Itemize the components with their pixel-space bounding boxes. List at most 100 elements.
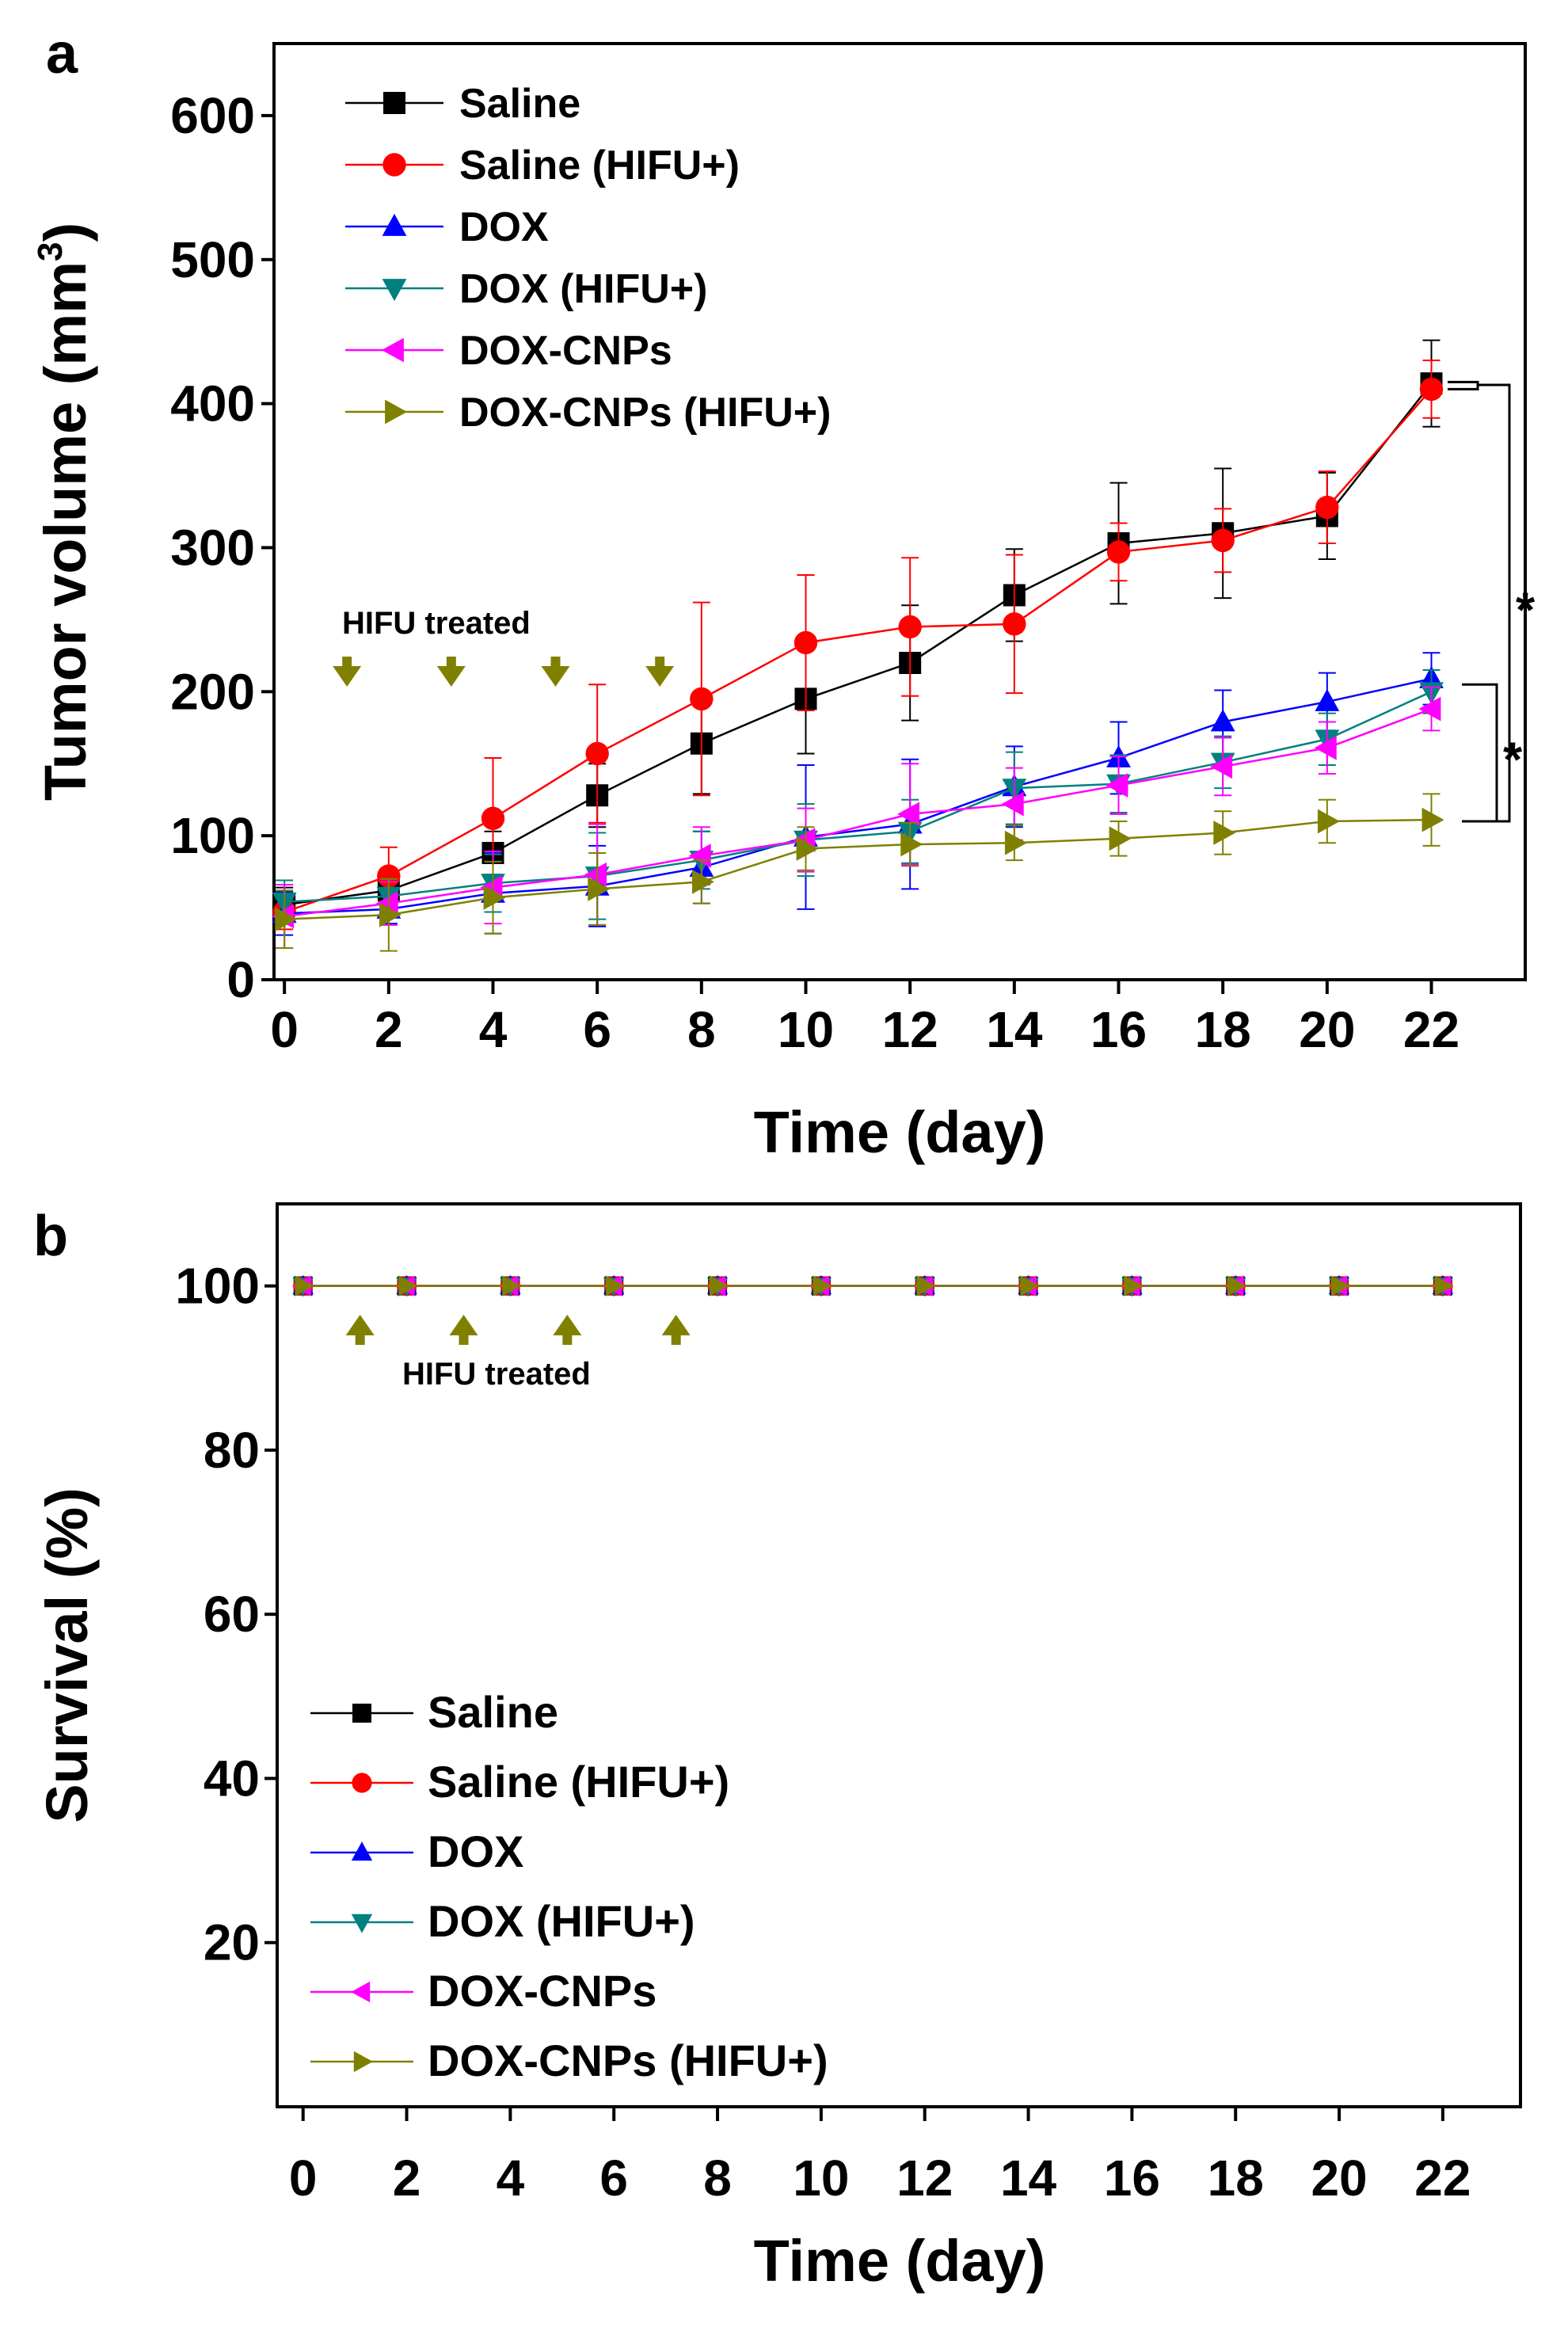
data-point <box>709 1275 729 1297</box>
legend-label: DOX <box>459 204 549 250</box>
data-point <box>375 891 398 916</box>
data-point <box>1419 377 1444 402</box>
y-tick-label: 400 <box>170 375 255 432</box>
x-tick-label: 4 <box>497 2150 525 2207</box>
hifu-arrow-icon-head <box>541 666 570 687</box>
legend-marker <box>385 399 408 425</box>
x-tick-label: 18 <box>1208 2150 1264 2207</box>
data-point <box>1434 1275 1454 1297</box>
hifu-arrow-icon <box>449 1315 478 1345</box>
x-tick-label: 10 <box>778 1001 834 1058</box>
data-point <box>483 885 506 910</box>
x-tick-label: 20 <box>1299 1001 1355 1058</box>
data-point <box>813 1275 832 1297</box>
data-point <box>1020 1275 1040 1297</box>
x-tick-label: 0 <box>270 1001 299 1058</box>
series-saline-hifu <box>272 360 1444 931</box>
series-dox-hifu <box>292 1278 1454 1297</box>
hifu-arrow-icon-head <box>661 1315 691 1335</box>
data-point <box>1210 754 1233 779</box>
bracket-line <box>1478 383 1511 823</box>
data-point <box>275 907 298 932</box>
y-tick-label: 200 <box>170 663 255 720</box>
hifu-arrow-icon-shaft <box>562 1334 573 1345</box>
legend-label: Saline (HIFU+) <box>459 143 740 189</box>
data-point <box>1315 495 1339 520</box>
legend-entry: Saline (HIFU+) <box>345 143 740 189</box>
hifu-arrow-icon <box>553 1315 582 1345</box>
legend-entry: DOX-CNPs (HIFU+) <box>310 2035 828 2085</box>
data-point <box>1227 1275 1247 1297</box>
data-point <box>1211 528 1235 553</box>
hifu-arrow-icon <box>645 657 675 687</box>
panel-a-y-axis-label-main: Tumor volume (mm <box>32 261 98 801</box>
legend-marker <box>353 2051 373 2073</box>
data-point <box>1210 709 1235 732</box>
x-tick-label: 22 <box>1403 1001 1460 1058</box>
hifu-treated-annotation: HIFU treated <box>402 1357 591 1392</box>
data-point <box>1315 688 1340 711</box>
data-point <box>691 869 714 894</box>
series-dox <box>292 1274 1454 1294</box>
significance-bracket <box>1448 380 1479 390</box>
panel-a-y-axis-label-close: ) <box>32 223 98 242</box>
legend-entry: Saline <box>345 81 580 127</box>
x-tick-label: 16 <box>1090 1001 1147 1058</box>
bracket-line <box>1448 380 1479 390</box>
legend-entry: DOX-CNPs <box>345 328 672 374</box>
hifu-arrow-icon-shaft <box>446 657 456 668</box>
x-tick-label: 12 <box>896 2150 953 2207</box>
data-point <box>1421 807 1444 832</box>
panel-a-y-axis-label: Tumor volume (mm3) <box>31 223 98 801</box>
hifu-arrow-icon <box>436 657 466 687</box>
legend-label: Saline <box>459 81 580 127</box>
x-tick-label: 16 <box>1104 2150 1160 2207</box>
x-tick-label: 6 <box>599 2150 628 2207</box>
legend-entry: DOX <box>345 204 549 250</box>
series-dox-cnps-hifu <box>275 793 1444 952</box>
y-tick-label: 100 <box>170 807 255 864</box>
legend-marker <box>351 1841 373 1861</box>
data-point <box>1213 821 1236 845</box>
data-point <box>1317 809 1340 834</box>
series-line <box>284 388 1433 913</box>
hifu-arrow-icon-head <box>645 666 675 687</box>
hifu-arrow-icon-shaft <box>671 1334 681 1345</box>
hifu-arrow-icon <box>333 657 362 687</box>
data-point <box>584 862 607 887</box>
series-line <box>284 677 1432 915</box>
data-point <box>481 806 505 831</box>
legend-label: Saline (HIFU+) <box>428 1757 729 1807</box>
y-tick-label: 0 <box>226 951 255 1008</box>
data-point <box>796 836 819 861</box>
legend-marker <box>382 213 407 236</box>
x-tick-label: 6 <box>583 1001 611 1058</box>
legend-label: DOX <box>428 1826 523 1876</box>
panel-a-label: a <box>46 22 78 86</box>
hifu-arrow-icon-shaft <box>355 1334 365 1345</box>
hifu-arrow-icon-head <box>333 666 362 687</box>
data-point <box>588 877 611 901</box>
data-point <box>1001 791 1024 817</box>
legend-entry: DOX (HIFU+) <box>345 266 707 312</box>
legend-entry: Saline <box>310 1687 558 1737</box>
panel-b-x-axis-label: Time (day) <box>754 2228 1046 2294</box>
hifu-arrow-icon-shaft <box>342 657 352 668</box>
hifu-arrow-icon-head <box>449 1315 478 1335</box>
data-point <box>1106 540 1131 564</box>
data-point <box>1109 826 1132 851</box>
data-point <box>916 1275 936 1297</box>
series-dox-cnps <box>272 686 1441 949</box>
x-tick-label: 20 <box>1311 2150 1367 2207</box>
legend-entry: DOX <box>310 1826 523 1876</box>
panel-b-plot-frame <box>276 1202 1522 2108</box>
significance-bracket: * <box>1478 383 1536 823</box>
legend-marker <box>381 337 404 363</box>
series-line <box>284 707 1432 918</box>
y-tick-label: 60 <box>204 1586 260 1643</box>
panel-a-y-axis-label-superscript: 3 <box>31 242 70 261</box>
data-point <box>1314 735 1337 760</box>
data-point <box>379 902 402 927</box>
series-dox <box>272 652 1444 936</box>
